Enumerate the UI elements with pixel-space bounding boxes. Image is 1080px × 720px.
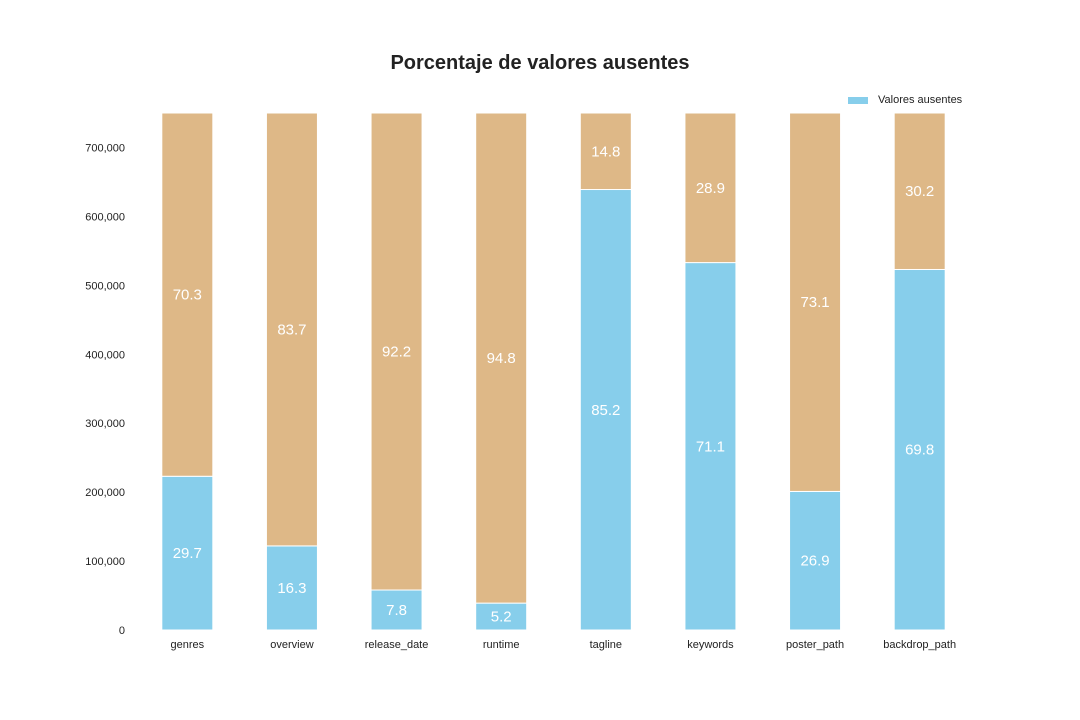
bar-tagline-series-1 <box>579 112 632 191</box>
bar-value-label: 70.3 <box>173 287 202 304</box>
y-tick-label: 700,000 <box>85 142 125 154</box>
y-tick-label: 200,000 <box>85 487 125 499</box>
bar-labels-group: 29.7 70.3 16.3 83.7 7.8 92.2 5.2 94.8 85.2 14.8 71… <box>173 143 935 625</box>
bar-value-label: 29.7 <box>173 545 202 562</box>
bar-keywords-series-0 <box>684 262 737 631</box>
bar-poster_path-series-1 <box>789 112 842 492</box>
bar-genres-series-1 <box>161 112 214 477</box>
bar-overview-series-0 <box>265 545 318 631</box>
y-tick-label: 100,000 <box>85 556 125 568</box>
bar-value-label: 94.8 <box>487 350 516 367</box>
bar-value-label: 92.2 <box>382 344 411 361</box>
x-tick-label: keywords <box>687 639 734 651</box>
x-tick-label: backdrop_path <box>883 639 956 651</box>
bar-value-label: 73.1 <box>800 294 829 311</box>
legend: Valores ausentes <box>848 94 962 106</box>
bar-tagline-series-0 <box>579 189 632 631</box>
y-axis: 0 100,000 200,000 300,000 400,000 500,000 600,… <box>85 142 125 637</box>
bar-value-label: 83.7 <box>277 321 306 338</box>
y-tick-label: 600,000 <box>85 211 125 223</box>
bars-group <box>161 112 946 631</box>
x-tick-label: runtime <box>483 639 520 651</box>
x-tick-label: overview <box>270 639 313 651</box>
bar-poster_path-series-0 <box>789 490 842 631</box>
bar-backdrop_path-series-1 <box>893 112 946 270</box>
x-tick-label: genres <box>170 639 204 651</box>
bar-keywords-series-1 <box>684 112 737 264</box>
x-tick-label: release_date <box>365 639 429 651</box>
bar-value-label: 14.8 <box>591 143 620 160</box>
bar-value-label: 26.9 <box>800 553 829 570</box>
legend-label: Valores ausentes <box>878 94 963 106</box>
bar-runtime-series-1 <box>475 112 528 604</box>
y-tick-label: 500,000 <box>85 280 125 292</box>
x-axis: genres overview release_date runtime tagline… <box>170 639 956 651</box>
bar-value-label: 71.1 <box>696 438 725 455</box>
bar-value-label: 7.8 <box>386 602 407 619</box>
chart-title: Porcentaje de valores ausentes <box>390 52 690 74</box>
bar-value-label: 69.8 <box>905 442 934 459</box>
bar-value-label: 5.2 <box>491 609 512 626</box>
bar-value-label: 85.2 <box>591 402 620 419</box>
bar-genres-series-0 <box>161 475 214 631</box>
y-tick-label: 300,000 <box>85 418 125 430</box>
x-tick-label: tagline <box>590 639 622 651</box>
x-tick-label: poster_path <box>786 639 844 651</box>
bar-value-label: 30.2 <box>905 183 934 200</box>
bar-value-label: 16.3 <box>277 580 306 597</box>
bar-release_date-series-1 <box>370 112 423 591</box>
legend-swatch <box>848 96 868 104</box>
bar-value-label: 28.9 <box>696 180 725 197</box>
y-tick-label: 0 <box>119 625 125 637</box>
bar-overview-series-1 <box>265 112 318 547</box>
y-tick-label: 400,000 <box>85 349 125 361</box>
